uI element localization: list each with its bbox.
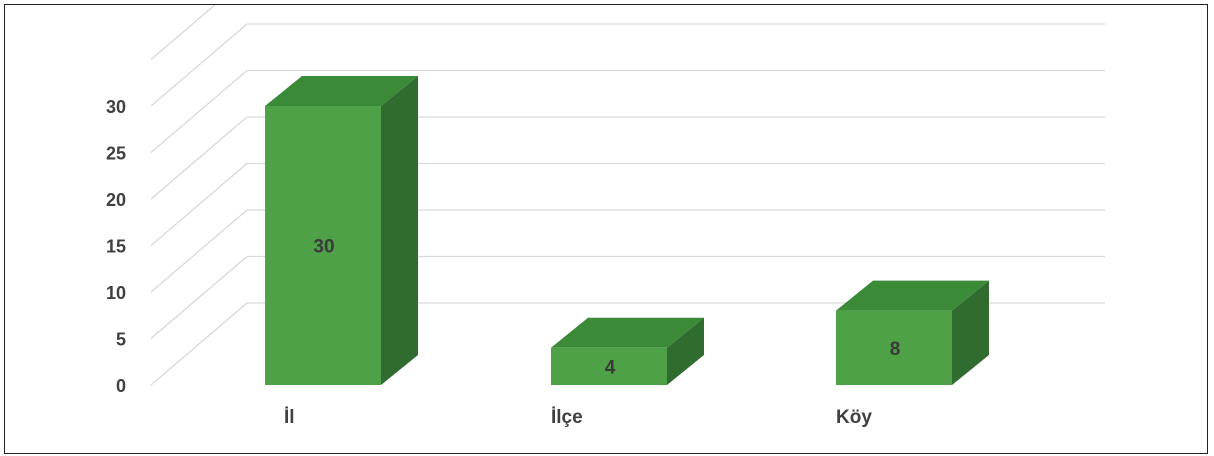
chart-frame: 0 5 10 15 20 25 30 30 4 8 İl İlçe Köy bbox=[4, 4, 1208, 454]
x-axis-categories: İl İlçe Köy bbox=[284, 407, 872, 428]
gridline-side bbox=[150, 163, 248, 246]
y-axis-ticks: 0 5 10 15 20 25 30 bbox=[106, 97, 126, 396]
x-category-label: İlçe bbox=[551, 407, 583, 428]
gridline-side bbox=[150, 5, 216, 60]
bar-top-face bbox=[551, 317, 704, 348]
y-tick-label: 25 bbox=[106, 144, 126, 164]
gridline-side bbox=[150, 23, 248, 107]
x-category-label: Köy bbox=[836, 407, 872, 428]
gridline-side bbox=[150, 256, 248, 339]
bars-layer: 30 4 8 bbox=[265, 76, 989, 385]
bar-front-face bbox=[551, 347, 667, 385]
bar-front-face bbox=[836, 310, 952, 385]
bar-top-face bbox=[836, 280, 989, 311]
y-tick-label: 10 bbox=[106, 283, 126, 303]
bar-top-face bbox=[265, 76, 418, 106]
bar-İl: 30 bbox=[265, 76, 418, 385]
bar-side-face bbox=[381, 76, 418, 385]
y-tick-label: 5 bbox=[116, 330, 126, 350]
bar-side-face bbox=[952, 280, 989, 385]
y-tick-label: 0 bbox=[116, 376, 126, 396]
data-label: 4 bbox=[605, 357, 616, 378]
bar-side-face bbox=[667, 317, 704, 385]
y-tick-label: 30 bbox=[106, 97, 126, 117]
bar-İlçe: 4 bbox=[551, 317, 704, 385]
gridline-side bbox=[150, 302, 248, 386]
y-tick-label: 15 bbox=[106, 237, 126, 257]
x-category-label: İl bbox=[284, 407, 295, 428]
gridline-side bbox=[150, 209, 248, 293]
y-tick-label: 20 bbox=[106, 190, 126, 210]
data-label: 30 bbox=[313, 237, 334, 258]
bar-front-face bbox=[265, 106, 381, 385]
bar-chart: 0 5 10 15 20 25 30 30 4 8 İl İlçe Köy bbox=[106, 5, 1105, 428]
gridline-side bbox=[150, 116, 248, 200]
bar-Köy: 8 bbox=[836, 280, 989, 385]
gridline-side bbox=[150, 70, 248, 153]
data-label: 8 bbox=[890, 339, 901, 360]
